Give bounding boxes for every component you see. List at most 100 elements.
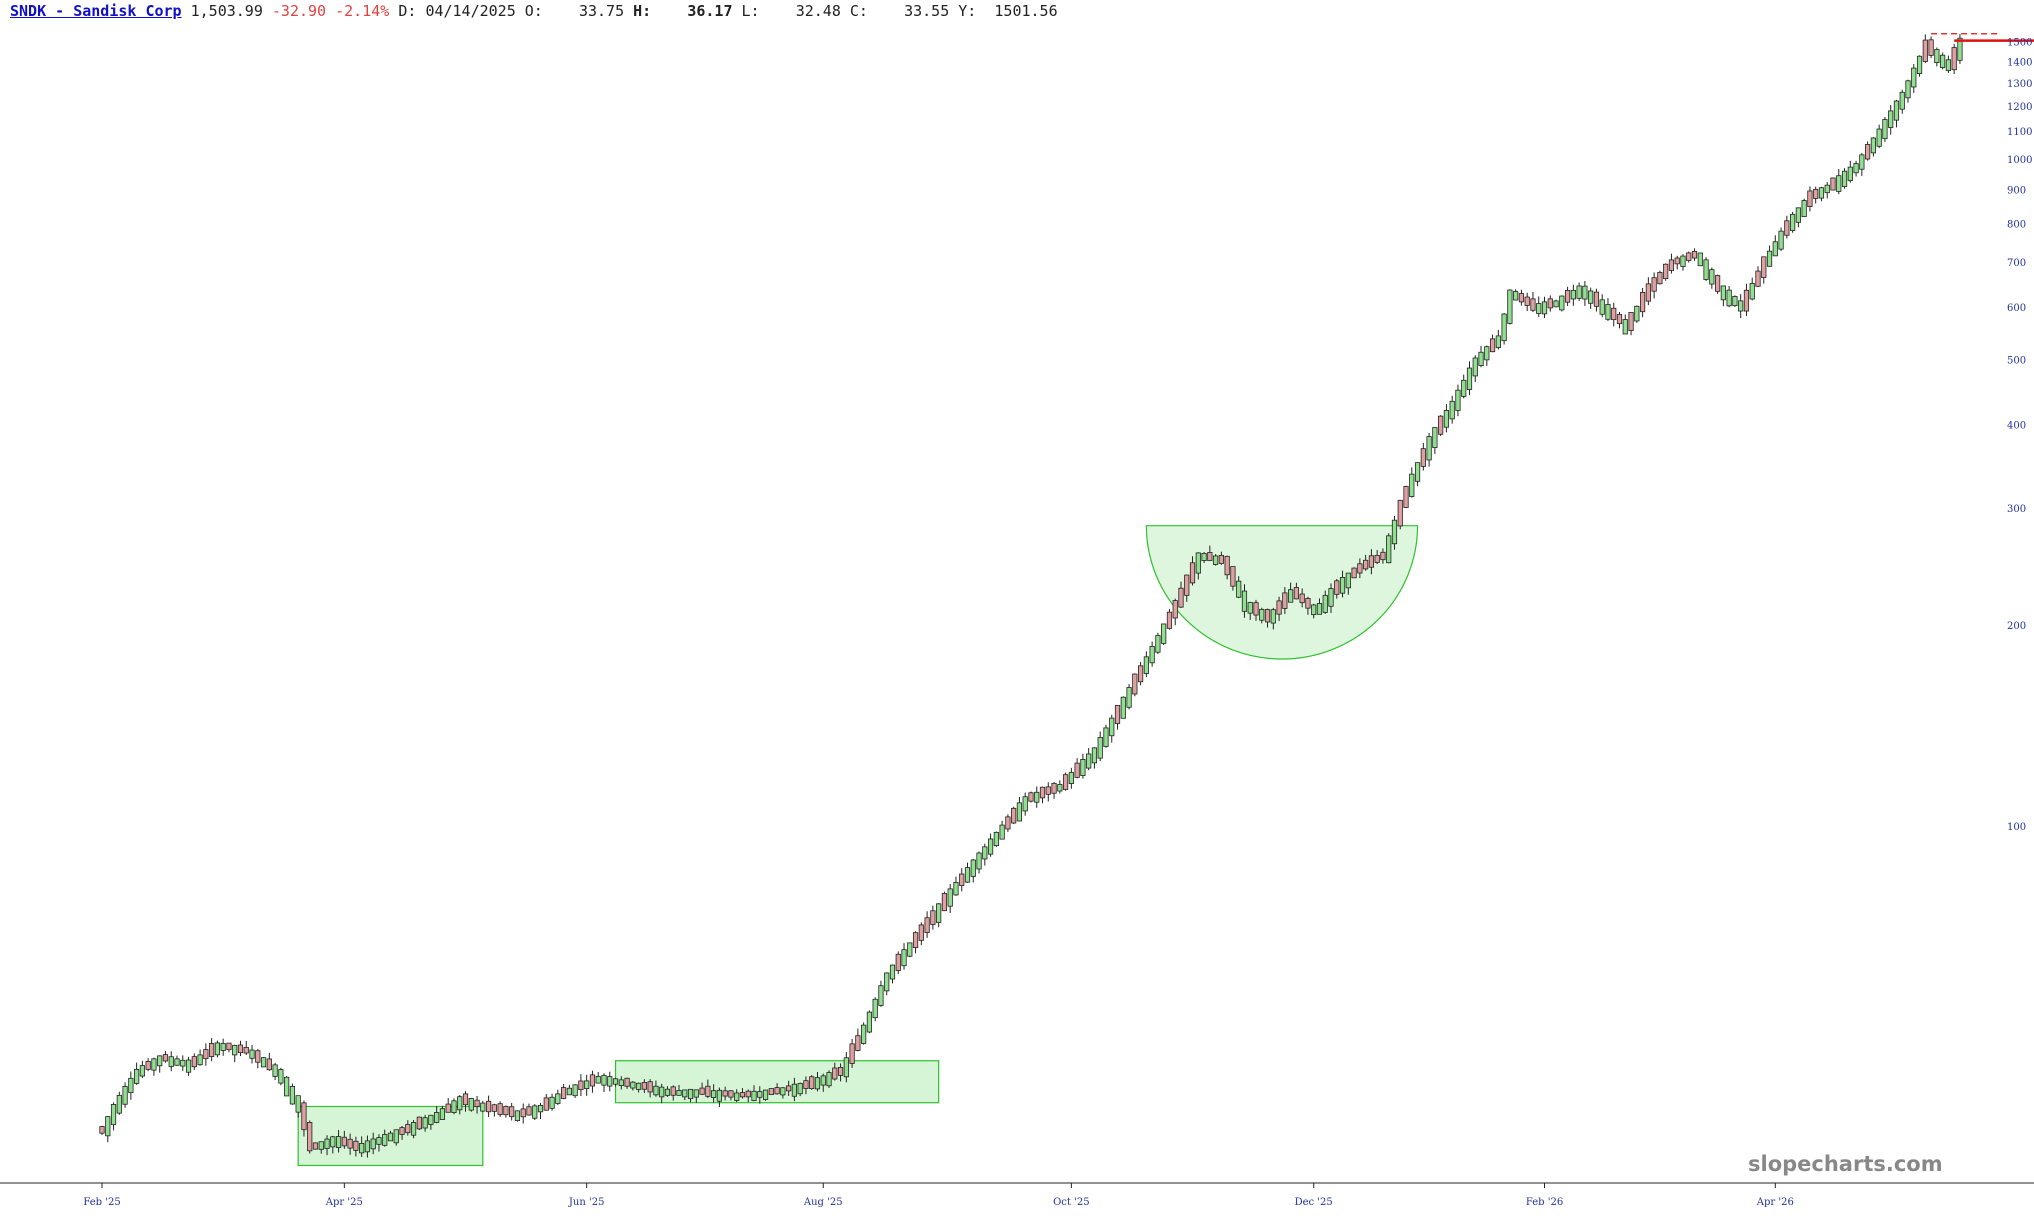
candle-body (1928, 39, 1934, 56)
candle-body (1645, 283, 1651, 302)
candle-body (1339, 577, 1346, 594)
candle-body (462, 1093, 469, 1106)
candle-body (872, 998, 878, 1019)
price-change-pct: -2.14% (335, 2, 390, 20)
candle-body (814, 1077, 821, 1090)
candle-body (895, 953, 901, 971)
candle-body (1795, 207, 1801, 223)
candle-body (1686, 252, 1692, 261)
y-tick-label: 100 (2007, 822, 2026, 833)
date-label: D: (398, 2, 417, 20)
candle-body (1772, 241, 1778, 257)
candle-body (1709, 269, 1715, 285)
candle-body (820, 1075, 826, 1086)
candle-body (416, 1116, 422, 1130)
candle-body (1097, 737, 1103, 759)
candle-body (1011, 807, 1017, 824)
candle-body (780, 1087, 786, 1096)
candle-body (809, 1076, 815, 1089)
candle-body (1859, 154, 1865, 170)
candle-body (641, 1082, 647, 1090)
candle-body (1051, 782, 1057, 794)
y-tick-label: 900 (2007, 185, 2026, 196)
candle-body (122, 1085, 128, 1105)
candle-body (924, 917, 930, 933)
candle-body (1374, 554, 1380, 563)
candle-body (1732, 295, 1738, 307)
y-tick-label: 200 (2007, 621, 2026, 632)
candle-body (1801, 200, 1807, 218)
candle-body (1876, 128, 1882, 147)
candle-body (1074, 762, 1080, 778)
candle-body (370, 1138, 376, 1150)
candle-body (549, 1096, 555, 1109)
candle-body (1934, 49, 1940, 64)
candle-body (1611, 307, 1617, 321)
candle-body (1386, 535, 1392, 564)
candle-body (278, 1069, 284, 1084)
last-price: 1,503.99 (190, 2, 263, 20)
candle-body (1149, 645, 1155, 664)
price-lines (1931, 33, 2034, 42)
candle-body (162, 1054, 169, 1062)
candle-body (734, 1092, 740, 1101)
candle-body (1282, 592, 1288, 609)
candle-body (612, 1078, 619, 1085)
candle-body (503, 1105, 509, 1116)
candle-body (1380, 551, 1386, 561)
candle-body (907, 942, 913, 957)
y-tick-label: 700 (2007, 258, 2026, 269)
candle-body (1691, 251, 1698, 259)
candle-body (670, 1086, 676, 1096)
candle-body (849, 1043, 855, 1064)
candle-body (1703, 259, 1709, 280)
candle-body (1715, 275, 1721, 292)
candle-body (768, 1088, 774, 1095)
candle-body (1738, 300, 1744, 312)
candle-body (1813, 188, 1819, 199)
candle-body (295, 1095, 301, 1113)
candle-body (618, 1079, 624, 1086)
y-tick-label: 500 (2007, 356, 2026, 367)
candle-body (1039, 786, 1046, 799)
candle-body (480, 1102, 486, 1112)
candle-body (751, 1090, 757, 1101)
candle-body (930, 910, 936, 925)
candle-body (918, 924, 924, 941)
candle-body (1449, 400, 1455, 420)
candle-body (1911, 67, 1917, 88)
y-tick-label: 400 (2007, 420, 2026, 431)
candle-body (803, 1080, 809, 1089)
y-tick-label: 600 (2007, 303, 2026, 314)
x-tick-label: Apr '25 (325, 1197, 363, 1208)
candle-body (428, 1114, 434, 1125)
candle-body (855, 1035, 861, 1051)
candle-body (745, 1090, 751, 1098)
candle-body (1570, 289, 1576, 300)
candle-body (693, 1089, 699, 1098)
candle-body (1657, 272, 1663, 285)
candle-body (1489, 338, 1496, 353)
symbol-link[interactable]: SNDK - Sandisk Corp (10, 2, 182, 20)
candle-body (1034, 791, 1040, 803)
candle-body (1559, 295, 1565, 311)
y-tick-label: 1000 (2007, 155, 2032, 166)
candle-body (1951, 47, 1957, 71)
candle-body (1790, 213, 1796, 231)
open-value: 33.75 (578, 2, 625, 20)
chart-header: SNDK - Sandisk Corp 1,503.99 -32.90 -2.1… (10, 2, 1058, 20)
candle-body (993, 831, 999, 847)
candle-body (964, 867, 971, 883)
candle-body (1478, 351, 1484, 366)
pattern-annotations (297, 525, 1419, 1167)
x-tick-label: Apr '26 (1756, 1197, 1794, 1208)
candle-body (936, 903, 942, 923)
candle-body (584, 1080, 590, 1089)
candle-body (1824, 184, 1830, 194)
candle-body (884, 972, 890, 992)
candle-body (105, 1116, 111, 1137)
candle-body (1426, 436, 1432, 461)
y-tick-label: 800 (2007, 220, 2026, 231)
candle-body (1299, 593, 1305, 604)
